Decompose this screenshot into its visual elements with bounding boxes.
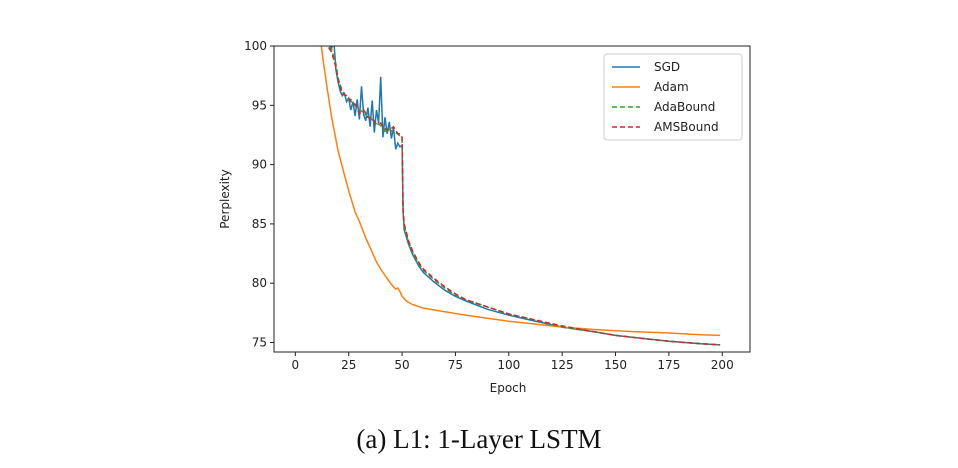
plot-frame <box>273 45 751 353</box>
y-tick-label: 80 <box>252 276 267 290</box>
x-tick-label: 0 <box>292 358 300 372</box>
x-tick-label: 25 <box>341 358 356 372</box>
x-axis: 0 25 50 75 100 125 150 175 200 <box>292 352 734 372</box>
figure-caption: (a) L1: 1-Layer LSTM <box>356 424 602 454</box>
legend-box <box>603 53 743 141</box>
legend-label: AdaBound <box>654 100 715 114</box>
x-tick-label: 125 <box>551 358 574 372</box>
x-tick-label: 175 <box>657 358 680 372</box>
x-tick-label: 200 <box>711 358 734 372</box>
legend: SGD Adam AdaBound AMSBound <box>603 53 743 141</box>
y-tick-label: 90 <box>252 158 267 172</box>
perplexity-chart: 0 25 50 75 100 125 150 175 200 75 80 85 90 95 100 Epo… <box>218 39 751 395</box>
y-tick-label: 95 <box>252 98 267 112</box>
x-tick-label: 100 <box>497 358 520 372</box>
series-line-sgd <box>329 46 721 346</box>
y-axis: 75 80 85 90 95 100 <box>244 39 274 350</box>
y-tick-label: 85 <box>252 217 267 231</box>
y-tick-label: 100 <box>244 39 267 53</box>
x-tick-label: 75 <box>448 358 463 372</box>
y-tick-label: 75 <box>252 336 267 350</box>
series-lines <box>320 46 721 346</box>
y-axis-label: Perplexity <box>218 169 232 229</box>
legend-label: SGD <box>654 60 680 74</box>
x-tick-label: 50 <box>394 358 409 372</box>
legend-label: Adam <box>654 80 689 94</box>
series-line-amsbound <box>326 46 721 346</box>
x-axis-label: Epoch <box>490 381 527 395</box>
series-line-adam <box>320 46 721 337</box>
legend-label: AMSBound <box>654 120 719 134</box>
x-tick-label: 150 <box>604 358 627 372</box>
